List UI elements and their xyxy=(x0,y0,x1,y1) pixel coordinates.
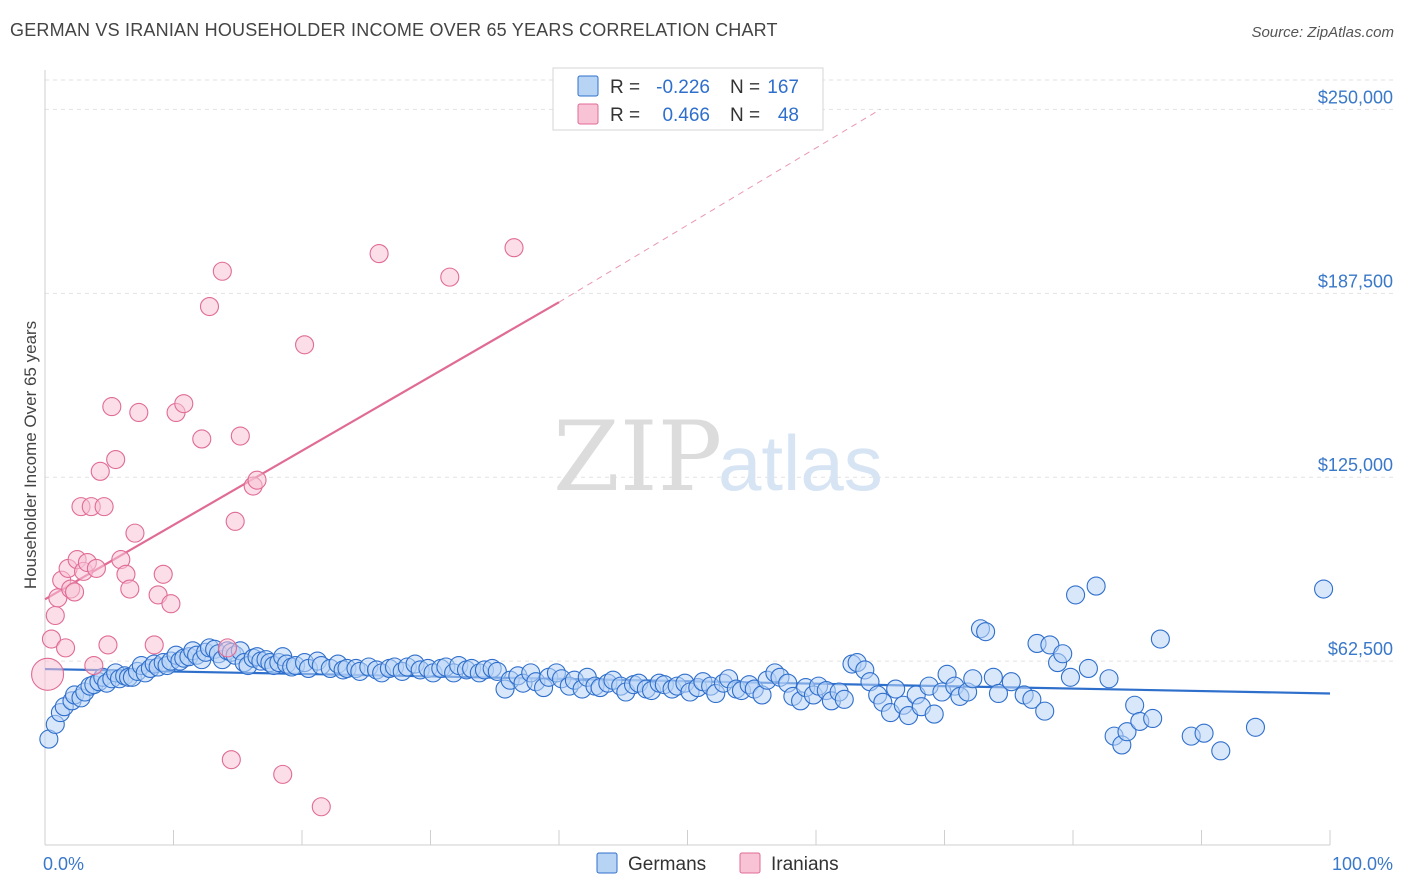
german-point-190 xyxy=(1314,579,1334,599)
legend-iranian-r: 0.466 xyxy=(662,105,710,126)
iranian-trend-extension xyxy=(558,108,881,303)
watermark: ZIP atlas xyxy=(553,401,883,513)
source-label: Source: ZipAtlas.com xyxy=(1251,24,1394,41)
german-point-155 xyxy=(924,704,944,724)
iranian-point-37 xyxy=(225,511,245,531)
iranian-point-33 xyxy=(199,297,220,317)
legend-iranian-n: 48 xyxy=(778,105,799,126)
bottom-legend-iranian-label: Iranians xyxy=(771,854,839,875)
iranian-point-35 xyxy=(217,638,238,658)
german-point-166 xyxy=(1001,672,1021,692)
y-tick-labels: $62,500 $125,000 $187,500 $250,000 xyxy=(1318,87,1393,659)
german-point-161 xyxy=(963,669,983,689)
iranian-points xyxy=(31,238,524,817)
german-point-174 xyxy=(1060,667,1080,687)
x-tick-label-0: 0.0% xyxy=(43,854,84,874)
iranian-point-14 xyxy=(84,655,104,676)
iranian-point-42 xyxy=(295,335,315,355)
iranian-point-45 xyxy=(440,267,460,287)
iranian-point-18 xyxy=(98,635,118,655)
german-point-178 xyxy=(1099,669,1119,689)
iranian-point-5 xyxy=(56,638,76,658)
german-point-175 xyxy=(1066,585,1086,605)
bottom-legend-iranian-swatch xyxy=(739,852,761,874)
iranian-point-16 xyxy=(90,461,110,481)
german-points xyxy=(39,576,1334,761)
legend-iranian-swatch xyxy=(577,103,599,125)
iranian-point-34 xyxy=(212,261,232,281)
german-point-168 xyxy=(1022,689,1042,709)
german-point-189 xyxy=(1245,717,1266,737)
bottom-legend-german-label: Germans xyxy=(628,854,706,875)
correlation-legend: R = -0.226 N = 167 R = 0.466 N = 48 xyxy=(552,67,824,131)
iranian-point-32 xyxy=(192,429,212,449)
watermark-zip: ZIP xyxy=(553,401,722,513)
iranian-point-46 xyxy=(504,238,524,258)
german-point-187 xyxy=(1194,723,1214,743)
iranian-point-28 xyxy=(153,564,173,584)
german-point-177 xyxy=(1086,576,1106,596)
iranian-point-15 xyxy=(86,558,106,578)
german-point-182 xyxy=(1125,695,1145,715)
german-point-173 xyxy=(1053,644,1073,664)
iranian-point-24 xyxy=(125,523,145,543)
legend-german-r: -0.226 xyxy=(656,77,710,98)
german-point-181 xyxy=(1117,722,1137,742)
iranian-trend-line xyxy=(44,301,560,601)
iranian-point-40 xyxy=(247,470,267,490)
iranian-point-17 xyxy=(94,497,114,517)
iranian-point-26 xyxy=(144,635,164,655)
legend-iranian-n-label: N = xyxy=(730,105,760,126)
iranian-point-29 xyxy=(161,594,181,614)
iranian-point-8 xyxy=(65,582,85,602)
x-tick-label-1: 100.0% xyxy=(1332,854,1393,874)
iranian-point-36 xyxy=(221,750,241,770)
chart-title: GERMAN VS IRANIAN HOUSEHOLDER INCOME OVE… xyxy=(10,20,778,40)
iranian-point-23 xyxy=(120,579,140,599)
iranian-point-31 xyxy=(174,394,194,414)
iranian-point-1 xyxy=(41,629,61,649)
german-point-185 xyxy=(1150,629,1170,649)
y-axis-label: Householder Income Over 65 years xyxy=(21,321,40,589)
y-tick-label-0: $62,500 xyxy=(1328,639,1393,659)
bottom-legend-german-swatch xyxy=(596,852,618,874)
german-point-149 xyxy=(886,679,906,699)
legend-german-r-label: R = xyxy=(610,77,640,98)
iranian-point-20 xyxy=(106,450,126,470)
iranian-point-19 xyxy=(102,397,122,417)
y-tick-label-1: $125,000 xyxy=(1318,455,1393,475)
german-point-184 xyxy=(1143,708,1163,729)
german-point-164 xyxy=(983,667,1003,687)
series-legend: Germans Iranians xyxy=(596,852,839,875)
grid-lines xyxy=(45,79,1395,662)
axes xyxy=(44,70,1331,846)
iranian-point-41 xyxy=(273,764,293,784)
y-tick-label-2: $187,500 xyxy=(1318,271,1393,291)
german-point-163 xyxy=(976,622,996,642)
legend-german-n: 167 xyxy=(767,77,799,98)
german-point-176 xyxy=(1078,658,1098,679)
watermark-atlas: atlas xyxy=(718,419,883,507)
iranian-point-43 xyxy=(311,797,331,817)
legend-iranian-r-label: R = xyxy=(610,105,640,126)
legend-german-n-label: N = xyxy=(730,77,760,98)
iranian-point-38 xyxy=(230,426,250,446)
german-point-170 xyxy=(1035,701,1055,721)
german-point-141 xyxy=(834,689,854,709)
y-tick-label-3: $250,000 xyxy=(1318,87,1393,107)
iranian-point-0 xyxy=(31,657,65,691)
iranian-point-44 xyxy=(369,244,389,264)
legend-german-swatch xyxy=(577,75,599,97)
german-point-188 xyxy=(1211,741,1231,761)
x-tick-labels: 0.0% 100.0% xyxy=(43,854,1393,874)
iranian-point-25 xyxy=(129,402,149,423)
iranian-point-2 xyxy=(45,605,65,626)
german-point-165 xyxy=(988,683,1009,704)
